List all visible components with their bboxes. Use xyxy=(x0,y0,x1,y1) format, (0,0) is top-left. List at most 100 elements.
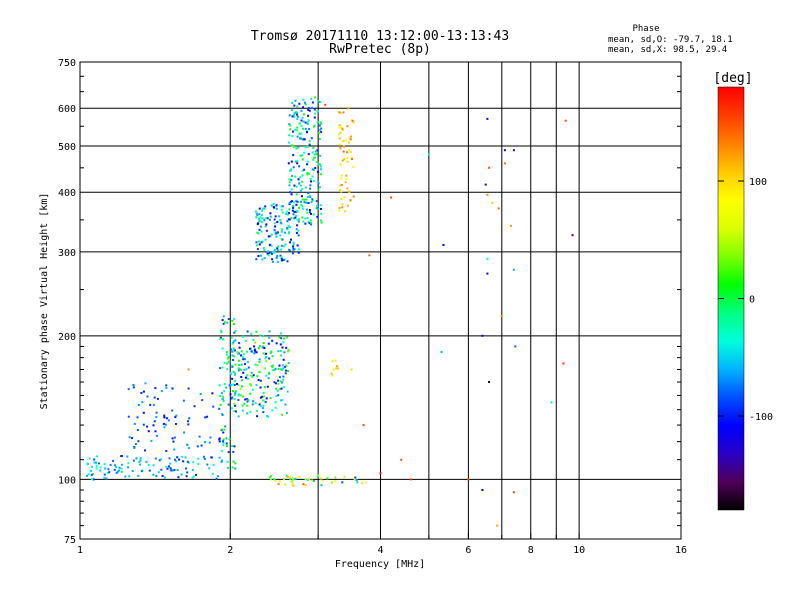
data-point xyxy=(225,386,228,389)
data-point xyxy=(288,208,291,211)
data-point xyxy=(140,470,143,473)
data-point xyxy=(286,227,289,230)
data-point xyxy=(274,401,277,404)
data-point xyxy=(283,337,286,340)
data-point xyxy=(231,354,234,357)
data-point xyxy=(281,244,284,247)
data-point xyxy=(160,468,163,471)
data-point xyxy=(165,465,168,468)
data-point xyxy=(231,407,233,410)
data-point xyxy=(292,484,295,487)
data-point xyxy=(550,401,553,404)
data-point xyxy=(301,158,304,161)
data-point xyxy=(349,138,352,141)
data-point xyxy=(255,216,258,219)
data-point xyxy=(120,467,123,470)
data-point xyxy=(440,351,443,353)
data-point xyxy=(237,369,240,372)
data-point xyxy=(334,476,337,479)
data-point xyxy=(267,415,269,418)
y-tick-label: 100 xyxy=(58,475,76,486)
data-point xyxy=(131,470,134,473)
data-point xyxy=(265,397,268,400)
data-point xyxy=(297,220,300,223)
data-point xyxy=(289,128,292,131)
data-point xyxy=(348,149,351,152)
data-point xyxy=(316,149,319,152)
data-point xyxy=(337,367,339,370)
data-point xyxy=(250,350,253,353)
data-point xyxy=(139,457,142,460)
data-point xyxy=(264,386,266,389)
data-point xyxy=(284,369,287,372)
data-point xyxy=(232,450,235,453)
data-point xyxy=(347,107,350,110)
data-point xyxy=(340,190,343,193)
data-point xyxy=(338,143,341,146)
data-point xyxy=(203,441,206,443)
data-point xyxy=(302,127,304,130)
data-point xyxy=(261,407,264,410)
data-point xyxy=(256,223,259,225)
data-point xyxy=(313,108,316,111)
data-point xyxy=(308,478,311,481)
data-point xyxy=(347,141,350,144)
data-point xyxy=(308,128,311,131)
data-point xyxy=(95,464,98,467)
data-point xyxy=(250,384,252,387)
data-point xyxy=(289,478,292,480)
data-point xyxy=(249,410,252,413)
data-point xyxy=(361,482,363,485)
data-point xyxy=(409,478,412,481)
data-point xyxy=(282,258,285,261)
data-point xyxy=(135,457,138,460)
data-point xyxy=(319,163,322,166)
data-point xyxy=(286,220,289,223)
phase-stats-x: mean, sd,X: 98.5, 29.4 xyxy=(608,45,727,55)
data-point xyxy=(299,184,302,187)
data-point xyxy=(87,473,90,476)
data-point xyxy=(232,390,234,393)
data-point xyxy=(271,339,274,342)
data-point xyxy=(326,477,329,480)
y-tick-label: 300 xyxy=(58,248,76,259)
data-point xyxy=(285,346,288,349)
data-point xyxy=(109,463,112,466)
data-point xyxy=(126,455,129,458)
data-point xyxy=(169,462,172,465)
data-point xyxy=(180,473,183,476)
data-point xyxy=(225,442,228,445)
data-point xyxy=(267,254,270,257)
data-point xyxy=(346,151,348,154)
data-point xyxy=(262,335,265,338)
data-point xyxy=(342,140,345,142)
data-point xyxy=(280,248,282,251)
data-point xyxy=(121,463,123,466)
data-point xyxy=(226,321,229,324)
data-point xyxy=(258,207,261,210)
data-point xyxy=(307,108,310,111)
data-point xyxy=(273,229,276,232)
data-point xyxy=(238,342,241,345)
data-point xyxy=(231,342,234,345)
data-point xyxy=(301,116,304,119)
data-point xyxy=(314,96,317,99)
y-tick-label: 600 xyxy=(58,104,76,115)
data-point xyxy=(132,386,135,389)
data-point xyxy=(255,212,258,215)
data-point xyxy=(486,257,489,260)
data-point xyxy=(343,475,346,478)
data-point xyxy=(276,249,279,252)
data-point xyxy=(297,248,300,251)
data-point xyxy=(199,393,202,395)
data-point xyxy=(488,166,491,169)
data-point xyxy=(250,333,253,336)
data-point xyxy=(103,463,106,466)
data-point xyxy=(330,372,333,375)
data-point xyxy=(316,121,319,124)
data-point xyxy=(163,414,166,417)
data-point xyxy=(302,207,305,210)
data-point xyxy=(233,349,236,352)
data-point xyxy=(497,207,500,210)
data-point xyxy=(255,384,258,386)
